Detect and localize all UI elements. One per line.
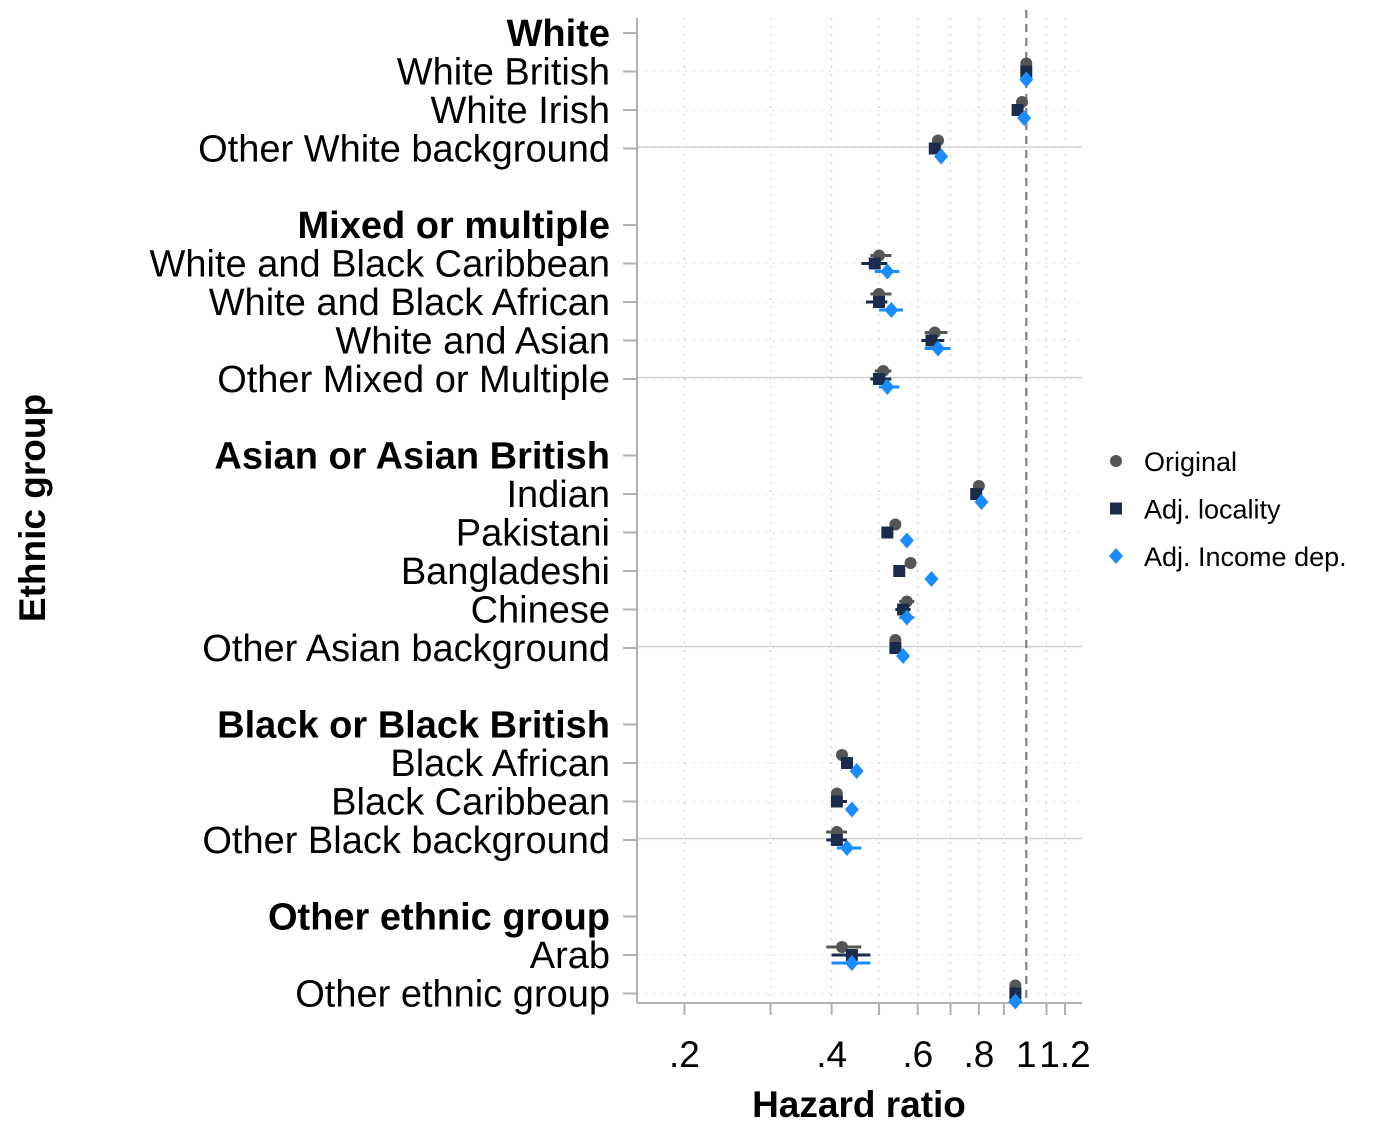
marker-adj-income-dep bbox=[899, 609, 914, 626]
marker-adj-income-dep bbox=[884, 302, 899, 318]
legend-label-adj-income-dep: Adj. Income dep. bbox=[1144, 542, 1347, 572]
y-axis-title: Ethnic group bbox=[12, 394, 53, 622]
marker-original bbox=[904, 557, 917, 569]
marker-adj-income-dep bbox=[844, 955, 859, 971]
legend-marker-original bbox=[1110, 455, 1122, 467]
x-tick-label: .6 bbox=[902, 1034, 933, 1075]
marker-adj-income-dep bbox=[931, 340, 946, 357]
marker-adj-locality bbox=[893, 565, 906, 577]
group-label-white: White bbox=[507, 13, 610, 55]
confidence-intervals bbox=[826, 254, 951, 965]
category-label-other-mixed-or-multiple: Other Mixed or Multiple bbox=[217, 359, 610, 401]
category-label-white-and-black-african: White and Black African bbox=[209, 282, 610, 324]
legend: Original Adj. locality Adj. Income dep. bbox=[1109, 447, 1347, 572]
marker-adj-income-dep bbox=[934, 148, 949, 165]
x-tick-label: 1.2 bbox=[1039, 1034, 1090, 1075]
marker-adj-locality bbox=[873, 296, 886, 308]
x-tick-label: .8 bbox=[963, 1034, 994, 1075]
legend-marker-adj-locality bbox=[1110, 502, 1122, 515]
marker-adj-locality bbox=[881, 526, 894, 539]
legend-label-adj-locality: Adj. locality bbox=[1144, 495, 1281, 525]
marker-adj-income-dep bbox=[880, 263, 895, 280]
group-label-asian-or-asian-british: Asian or Asian British bbox=[214, 436, 610, 478]
x-tick-label: .2 bbox=[669, 1034, 700, 1075]
marker-adj-locality bbox=[928, 142, 941, 155]
category-label-chinese: Chinese bbox=[471, 590, 610, 632]
marker-adj-income-dep bbox=[896, 648, 911, 664]
marker-adj-income-dep bbox=[880, 379, 895, 395]
category-label-white-british: White British bbox=[397, 52, 610, 94]
marker-adj-income-dep bbox=[839, 840, 854, 856]
category-label-other-black-background: Other Black background bbox=[202, 820, 610, 862]
marker-adj-income-dep bbox=[899, 532, 914, 549]
group-label-black-or-black-british: Black or Black British bbox=[217, 705, 610, 747]
point-markers bbox=[830, 57, 1034, 1010]
x-axis-title: Hazard ratio bbox=[752, 1084, 966, 1124]
group-label-mixed-or-multiple: Mixed or multiple bbox=[298, 205, 610, 247]
marker-adj-locality bbox=[840, 757, 853, 769]
category-label-white-irish: White Irish bbox=[431, 90, 610, 132]
category-label-white-and-asian: White and Asian bbox=[335, 321, 610, 363]
marker-adj-income-dep bbox=[844, 801, 859, 818]
marker-adj-locality bbox=[868, 257, 881, 270]
category-label-other-ethnic-group: Other ethnic group bbox=[295, 974, 610, 1016]
category-label-other-white-background: Other White background bbox=[198, 129, 610, 171]
marker-adj-income-dep bbox=[1019, 71, 1034, 88]
marker-adj-locality bbox=[1011, 104, 1024, 116]
marker-original bbox=[835, 941, 848, 953]
marker-adj-locality bbox=[830, 795, 843, 808]
legend-label-original: Original bbox=[1144, 447, 1237, 477]
x-tick-label: .4 bbox=[816, 1034, 847, 1075]
category-label-indian: Indian bbox=[506, 474, 610, 516]
marker-adj-locality bbox=[873, 373, 886, 385]
group-label-other-ethnic-group: Other ethnic group bbox=[268, 897, 610, 939]
gridlines bbox=[637, 18, 1082, 1003]
group-separators bbox=[637, 146, 1082, 840]
category-label-other-asian-background: Other Asian background bbox=[202, 628, 610, 670]
category-label-bangladeshi: Bangladeshi bbox=[401, 551, 610, 593]
category-label-pakistani: Pakistani bbox=[456, 513, 610, 555]
marker-adj-income-dep bbox=[924, 571, 939, 587]
category-label-white-and-black-caribbean: White and Black Caribbean bbox=[150, 244, 610, 286]
category-label-black-african: Black African bbox=[390, 743, 610, 785]
x-axis-ticks: .2 .4 .6 .8 1 1.2 bbox=[669, 1003, 1091, 1075]
marker-adj-locality bbox=[830, 834, 843, 846]
marker-adj-locality bbox=[889, 642, 902, 654]
marker-adj-income-dep bbox=[849, 763, 864, 779]
category-label-arab: Arab bbox=[530, 935, 610, 977]
category-label-black-caribbean: Black Caribbean bbox=[331, 782, 610, 824]
legend-marker-adj-income-dep bbox=[1109, 548, 1123, 564]
marker-adj-income-dep bbox=[1008, 993, 1023, 1010]
x-tick-label: 1 bbox=[1016, 1034, 1037, 1075]
marker-adj-locality bbox=[925, 334, 938, 347]
marker-adj-income-dep bbox=[1017, 110, 1032, 126]
marker-adj-income-dep bbox=[974, 494, 989, 510]
